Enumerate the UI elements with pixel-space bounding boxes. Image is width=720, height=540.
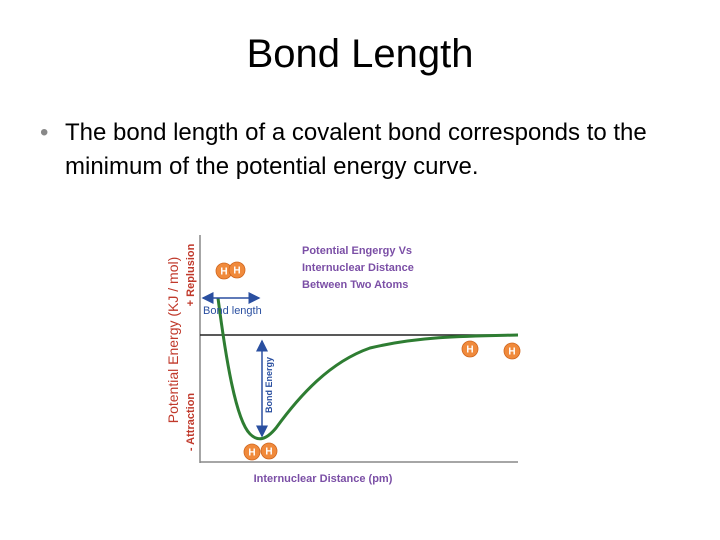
atom <box>243 443 261 461</box>
atom-label: H <box>265 447 272 458</box>
atom <box>461 340 479 358</box>
y-axis-label: Potential Energy (KJ / mol) <box>165 257 181 424</box>
atom-label: H <box>466 345 473 356</box>
atom <box>503 342 521 360</box>
atoms: H HH HH H <box>215 261 521 461</box>
diagram-title: Between Two Atoms <box>302 279 408 291</box>
atom-label: H <box>248 448 255 459</box>
bullet-text: The bond length of a covalent bond corre… <box>65 119 647 180</box>
x-axis-label: Internuclear Distance (pm) <box>254 473 393 485</box>
bullet: • The bond length of a covalent bond corr… <box>40 116 705 184</box>
atom <box>260 442 278 460</box>
atom-label: H <box>233 266 240 277</box>
bond-length-label: Bond length <box>203 305 262 317</box>
diagram-title: Internuclear Distance <box>302 262 414 274</box>
attraction-label: - Attraction <box>185 393 197 452</box>
energy-curve <box>216 297 519 441</box>
atom <box>228 261 246 279</box>
diagram-title: Potential Engergy Vs <box>302 245 412 257</box>
bond-energy-label: Bond Energy <box>264 357 274 413</box>
atom-label: H <box>220 267 227 278</box>
atom-label: H <box>508 347 515 358</box>
slide-title: Bond Length <box>246 32 474 76</box>
repulsion-label: + Replusion <box>185 243 197 306</box>
bullet-dot: • <box>40 119 49 146</box>
